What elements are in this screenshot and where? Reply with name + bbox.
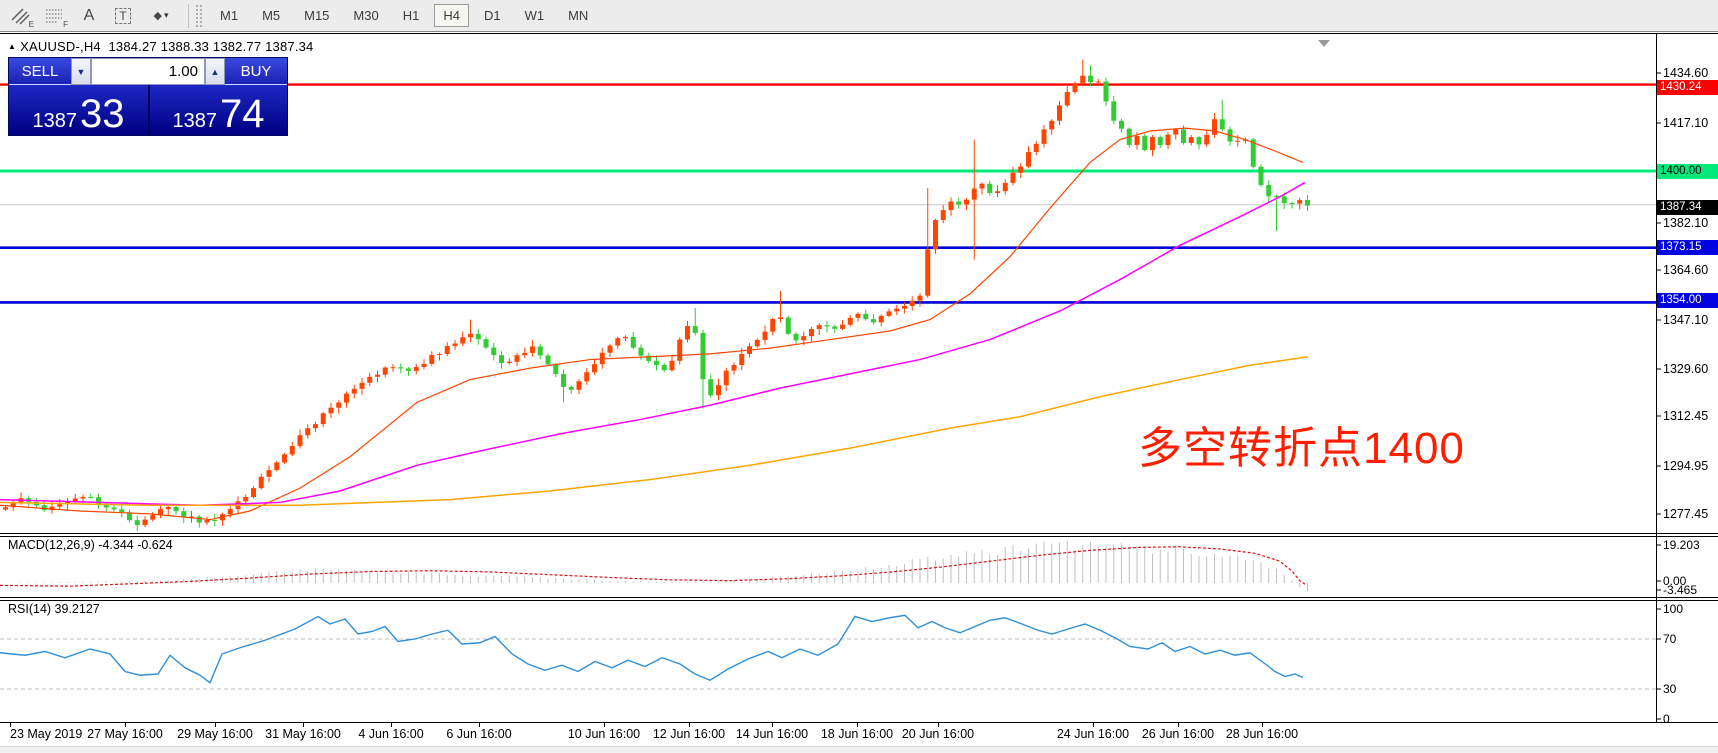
ohlc-marker-icon: ▲ xyxy=(8,42,17,51)
time-axis-label: 26 Jun 16:00 xyxy=(1141,727,1215,741)
price-tick-label: 1347.10 xyxy=(1663,313,1709,327)
chevron-down-icon[interactable]: ▾ xyxy=(163,10,169,20)
timeframe-button-h1[interactable]: H1 xyxy=(402,8,420,23)
timeframe-bar: M1 M5 M15 M30 H1 H4 D1 W1 MN xyxy=(208,4,600,27)
price-level-badge: 1373.15 xyxy=(1657,239,1718,255)
moving-average-ma-fast xyxy=(0,127,1304,521)
timeframe-button-d1[interactable]: D1 xyxy=(483,8,501,23)
timeframe-button-w1[interactable]: W1 xyxy=(524,8,545,23)
time-axis-label: 14 Jun 16:00 xyxy=(735,727,809,741)
time-axis-label: 29 May 16:00 xyxy=(177,727,253,741)
ask-price-small: 1387 xyxy=(172,110,218,132)
indicator-tick-label: 0.00 xyxy=(1663,574,1687,588)
indicator-tick-label: 0 xyxy=(1663,712,1670,726)
time-axis-label: 31 May 16:00 xyxy=(265,727,341,741)
volume-down-button[interactable]: ▼ xyxy=(71,58,91,85)
icon-sub-label: E xyxy=(28,19,34,29)
text-icon[interactable]: A xyxy=(76,4,102,28)
price-tick-label: 1277.45 xyxy=(1663,507,1709,521)
symbol-ohlc-text: XAUUSD-,H4 1384.27 1388.33 1382.77 1387.… xyxy=(20,39,314,54)
equidistant-channel-icon[interactable]: E xyxy=(8,4,34,29)
volume-up-button[interactable]: ▲ xyxy=(205,58,225,85)
time-axis-label: 4 Jun 16:00 xyxy=(358,727,424,741)
timeframe-button-m30[interactable]: M30 xyxy=(353,8,379,23)
toolbar-drag-handle[interactable] xyxy=(195,3,202,28)
time-axis-label: 10 Jun 16:00 xyxy=(567,727,641,741)
time-axis-label: 20 Jun 16:00 xyxy=(901,727,975,741)
price-tick-label: 1382.10 xyxy=(1663,216,1709,230)
timeframe-button-mn[interactable]: MN xyxy=(568,8,589,23)
price-level-badge: 1430.24 xyxy=(1657,79,1718,95)
icon-sub-label: F xyxy=(63,19,68,29)
timeframe-button-m1[interactable]: M1 xyxy=(220,8,239,23)
toolbar-separator xyxy=(188,3,189,28)
chart-annotation-text: 多空转折点1400 xyxy=(1138,424,1465,473)
bid-quote[interactable]: 1387 33 xyxy=(9,85,148,135)
time-axis-label: 27 May 16:00 xyxy=(87,727,163,741)
timeframe-button-m15[interactable]: M15 xyxy=(304,8,330,23)
chart-canvas[interactable] xyxy=(0,33,1718,753)
fibonacci-glyph xyxy=(46,8,62,23)
ask-quote[interactable]: 1387 74 xyxy=(148,85,287,135)
bid-price-small: 1387 xyxy=(32,110,78,132)
one-click-trading-panel: SELL ▼ ▲ BUY 1387 33 1387 74 xyxy=(8,57,288,136)
indicator-tick-label: 19.203 xyxy=(1663,538,1700,552)
sell-button[interactable]: SELL xyxy=(9,58,71,85)
time-axis-label: 28 Jun 16:00 xyxy=(1225,727,1299,741)
moving-average-ma-mid xyxy=(0,181,1306,507)
indicator-tick-label: 100 xyxy=(1663,602,1684,616)
window-bottom-strip xyxy=(0,746,1718,753)
equidistant-channel-glyph xyxy=(11,8,30,24)
indicator-tick-label: 30 xyxy=(1663,682,1677,696)
buy-button[interactable]: BUY xyxy=(225,58,287,85)
arrows-glyph: ◆ xyxy=(153,10,162,22)
indicator-tick-label: -3.465 xyxy=(1663,583,1698,597)
chart-window: ▲ XAUUSD-,H4 1384.27 1388.33 1382.77 1387… xyxy=(0,33,1718,753)
timeframe-button-m5[interactable]: M5 xyxy=(262,8,281,23)
time-axis-label: 24 Jun 16:00 xyxy=(1056,727,1130,741)
ask-price-big: 74 xyxy=(220,92,265,136)
chart-shift-marker-icon xyxy=(1318,40,1330,47)
rsi-line xyxy=(0,614,1304,684)
arrows-icon[interactable]: ◆ ▾ xyxy=(144,4,178,28)
price-level-badge: 1354.00 xyxy=(1657,292,1718,308)
price-tick-label: 1329.60 xyxy=(1663,362,1709,376)
volume-input[interactable] xyxy=(91,58,205,85)
bid-price-big: 33 xyxy=(80,92,125,136)
indicator-tick-label: 70 xyxy=(1663,632,1677,646)
moving-average-ma-slow xyxy=(0,355,1309,507)
text-label-glyph: T xyxy=(115,7,131,24)
symbol-ohlc-line: ▲ XAUUSD-,H4 1384.27 1388.33 1382.77 1387… xyxy=(8,39,314,54)
time-axis-label: 12 Jun 16:00 xyxy=(652,727,726,741)
price-level-badge: 1387.34 xyxy=(1657,199,1718,215)
price-level-badge: 1400.00 xyxy=(1657,163,1718,179)
timeframe-button-h4[interactable]: H4 xyxy=(434,4,469,27)
text-label-icon[interactable]: T xyxy=(110,4,136,28)
price-tick-label: 1312.45 xyxy=(1663,409,1709,423)
price-tick-label: 1294.95 xyxy=(1663,459,1709,473)
price-tick-label: 1364.60 xyxy=(1663,263,1709,277)
time-axis-label: 6 Jun 16:00 xyxy=(446,727,512,741)
macd-signal-line xyxy=(0,546,1306,587)
text-glyph: A xyxy=(83,6,95,24)
macd-histogram xyxy=(5,540,1308,591)
price-tick-label: 1417.10 xyxy=(1663,116,1709,130)
time-axis-label: 23 May 2019 xyxy=(10,727,83,741)
time-axis-label: 18 Jun 16:00 xyxy=(820,727,894,741)
macd-label: MACD(12,26,9) -4.344 -0.624 xyxy=(8,538,173,552)
rsi-label: RSI(14) 39.2127 xyxy=(8,602,100,616)
toolbar: E F A T ◆ ▾ M1 M5 M15 M30 H1 H4 D1 W1 MN xyxy=(0,0,1718,32)
fibonacci-icon[interactable]: F xyxy=(42,4,68,29)
price-tick-label: 1434.60 xyxy=(1663,66,1709,80)
